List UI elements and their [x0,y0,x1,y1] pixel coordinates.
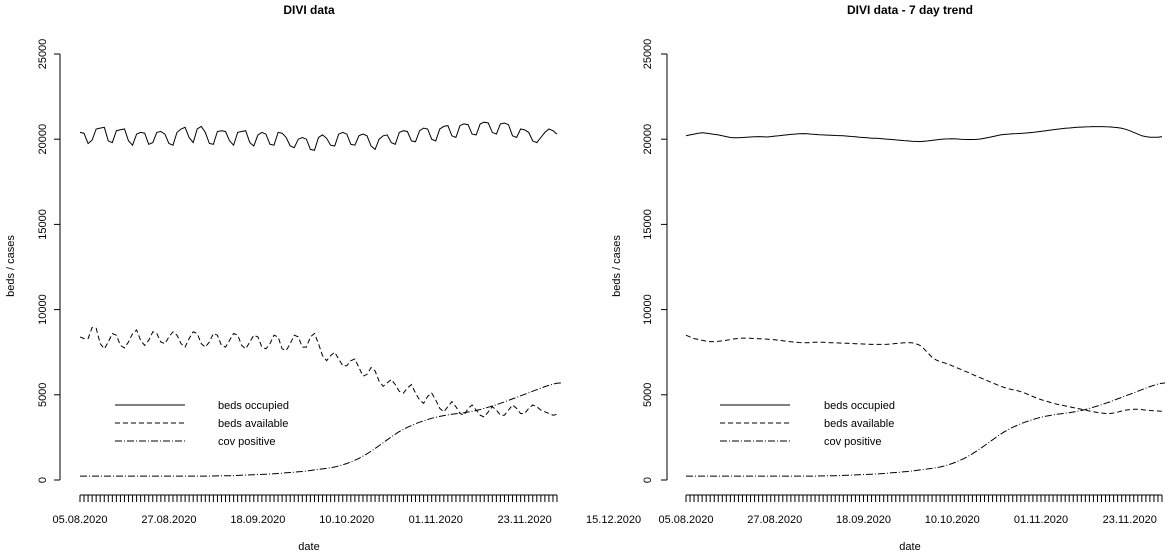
legend-label: beds available [218,418,288,430]
x-tick-label: 18.09.2020 [836,514,891,526]
x-axis-label: date [298,541,319,553]
y-tick-label: 0 [37,477,49,483]
y-tick-label: 5000 [642,383,654,407]
y-tick-label: 25000 [642,39,654,70]
x-tick-label: 27.08.2020 [141,514,196,526]
x-tick-label: 05.08.2020 [52,514,107,526]
x-tick-label: 01.11.2020 [1014,514,1068,526]
chart-panel-1: DIVI data date beds / cases 0 5000 10000 15000… [5,3,641,553]
y-tick-label: 25000 [37,39,49,70]
y-tick-label: 0 [642,477,654,483]
y-tick-label: 20000 [642,124,654,155]
chart-title: DIVI data [283,3,335,17]
x-tick-label: 23.11.2020 [498,514,552,526]
legend-label: beds occupied [824,400,895,412]
y-tick-label: 5000 [37,383,49,407]
x-tick-label: 10.10.2020 [319,514,374,526]
legend-label: cov positive [218,436,275,448]
chart-panel-2: DIVI data - 7 day trend date beds / cases 0… [611,3,1165,553]
series-line-beds-available [79,326,558,418]
y-tick-label: 20000 [37,124,49,155]
y-tick-label: 10000 [642,294,654,325]
series-line-beds-occupied [79,121,558,151]
y-axis-label: beds / cases [611,235,623,297]
legend-label: beds available [824,418,894,430]
y-tick-label: 15000 [642,209,654,240]
x-tick-label: 23.11.2020 [1103,514,1157,526]
legend-label: cov positive [824,436,881,448]
y-axis-label: beds / cases [5,235,17,297]
x-tick-label: 10.10.2020 [925,514,980,526]
series-line-beds-available [685,334,1163,414]
y-tick-label: 15000 [37,209,49,240]
x-tick-label: 15.12.2020 [586,514,641,526]
series-line-cov-positive [686,382,1165,477]
y-tick-label: 10000 [37,294,49,325]
chart-title: DIVI data - 7 day trend [847,3,973,17]
x-tick-label: 01.11.2020 [409,514,463,526]
series-line-beds-occupied [685,126,1163,143]
x-tick-label: 05.08.2020 [658,514,713,526]
legend-label: beds occupied [218,400,289,412]
series-line-cov-positive [80,382,562,477]
x-tick-label: 18.09.2020 [230,514,285,526]
x-axis-label: date [899,541,920,553]
x-tick-label: 27.08.2020 [747,514,802,526]
